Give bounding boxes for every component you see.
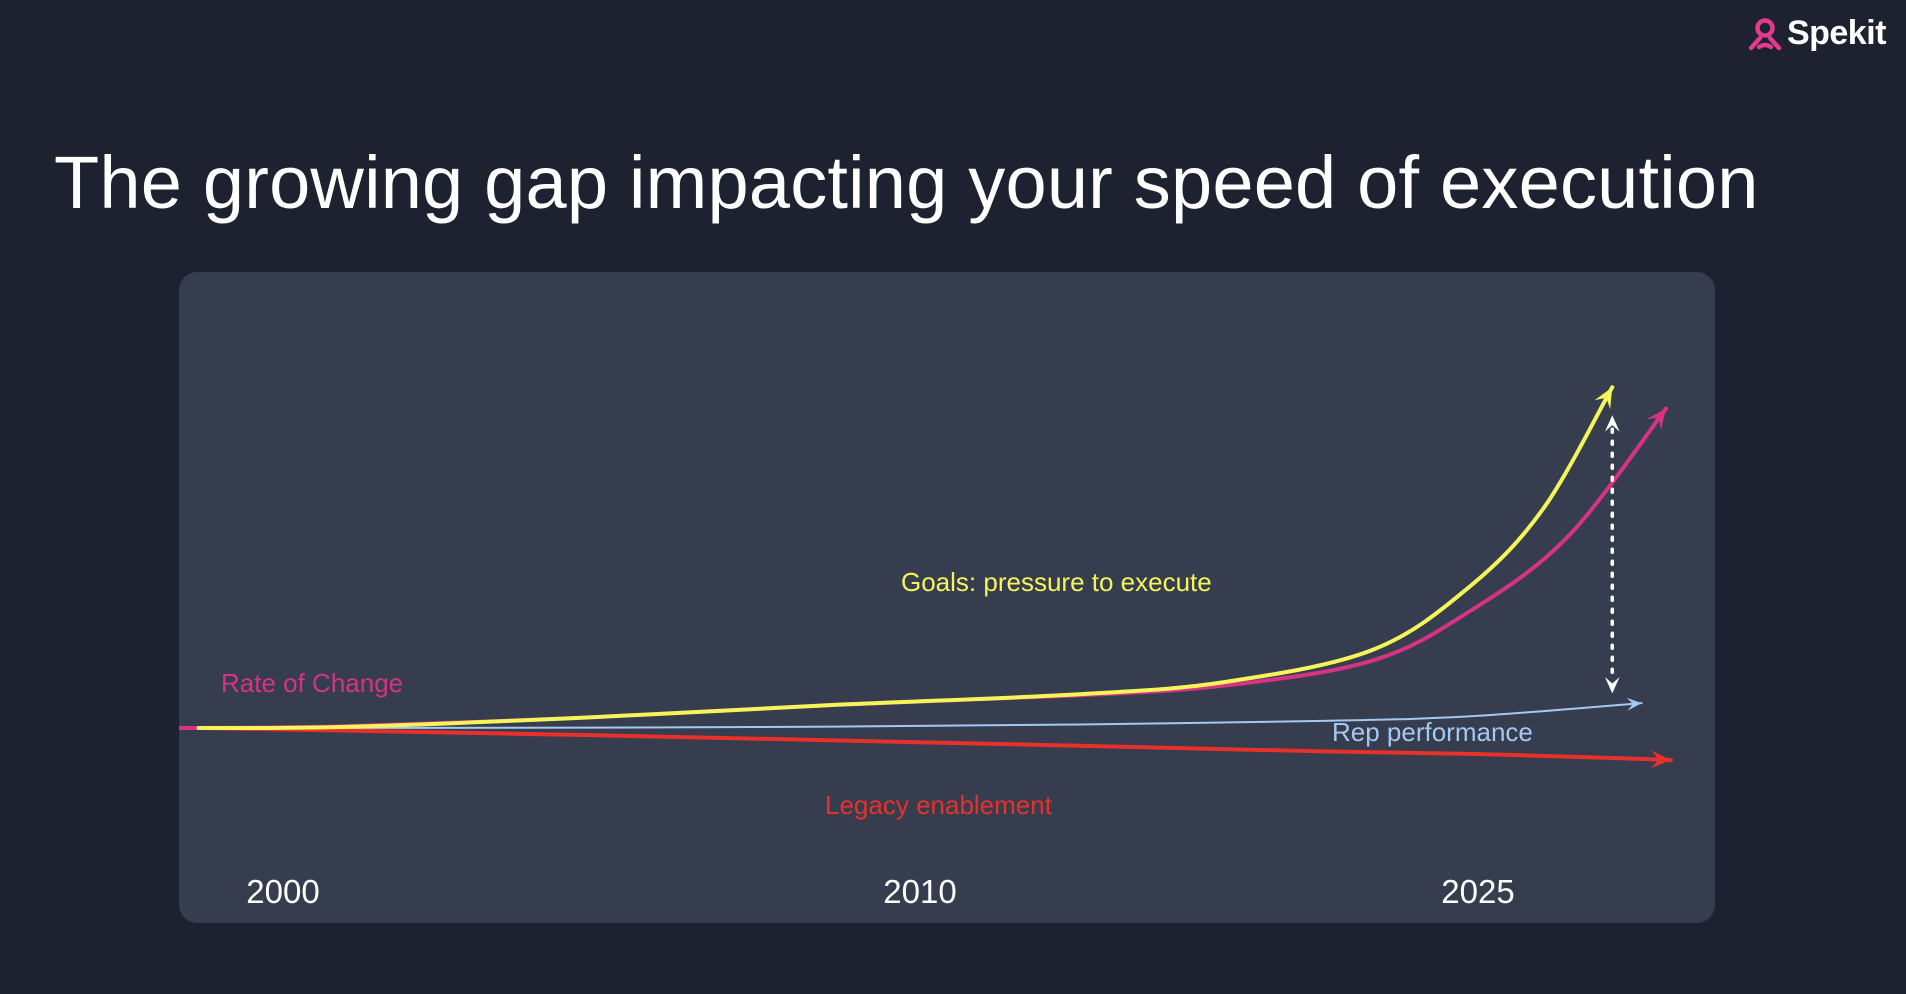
x-tick-label: 2000	[246, 873, 320, 910]
series-label-rep-performance: Rep performance	[1332, 717, 1533, 747]
series-arrowhead-legacy-enablement	[1650, 750, 1671, 769]
series-label-rate-of-change: Rate of Change	[221, 668, 404, 698]
series-line-goals	[196, 385, 1615, 731]
gap-arrowhead-bottom	[1604, 676, 1620, 694]
brand-name: Spekit	[1786, 14, 1887, 52]
series-line-legacy-enablement	[196, 726, 1673, 762]
series-label-legacy-enablement: Legacy enablement	[825, 790, 1052, 820]
series-label-goals: Goals: pressure to execute	[901, 567, 1212, 597]
page-title: The growing gap impacting your speed of …	[54, 141, 1759, 224]
spekit-logo-icon	[1748, 17, 1782, 50]
x-tick-label: 2010	[883, 873, 957, 910]
gap-arrowhead-top	[1604, 415, 1620, 432]
series-line-rep-performance	[197, 702, 1643, 729]
series-arrowhead-goals	[1594, 387, 1613, 410]
chart-canvas	[179, 385, 1673, 769]
series-arrowhead-rep-performance	[1626, 697, 1642, 711]
series-arrowhead-rate-of-change	[1646, 408, 1667, 430]
x-tick-label: 2025	[1441, 873, 1515, 910]
chart-panel: Rate of Change Goals: pressure to execut…	[179, 272, 1715, 923]
brand-logo[interactable]: Spekit	[1747, 14, 1887, 53]
